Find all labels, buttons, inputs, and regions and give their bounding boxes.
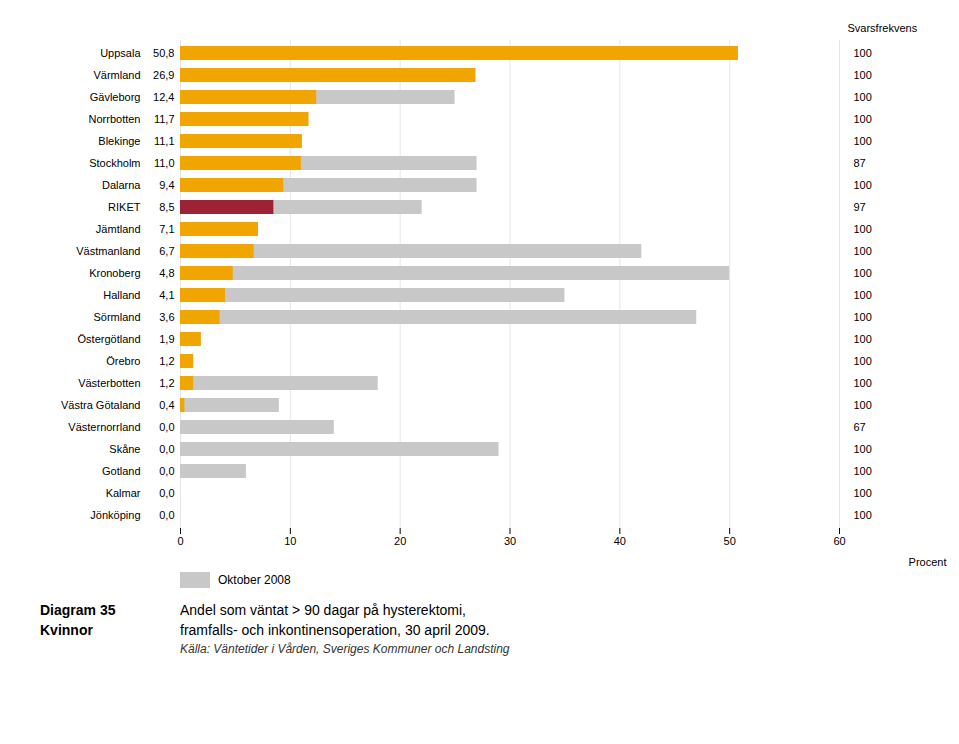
svg-text:11,1: 11,1	[154, 135, 175, 147]
html-text:Andel som väntat > 90 dagar på: Andel som väntat > 90 dagar på hysterekt…	[180, 602, 466, 618]
svg-text:60: 60	[833, 535, 845, 547]
svg-text:100: 100	[854, 443, 872, 455]
svg-text:Västernorrland: Västernorrland	[68, 421, 140, 433]
svg-text:50: 50	[724, 535, 736, 547]
svg-text:50,8: 50,8	[153, 47, 174, 59]
svg-text:67: 67	[854, 421, 866, 433]
svg-text:0,0: 0,0	[159, 465, 174, 477]
svg-text:Jämtland: Jämtland	[96, 223, 141, 235]
svg-text:Stockholm: Stockholm	[89, 157, 140, 169]
svg-text:Västmanland: Västmanland	[76, 245, 140, 257]
svg-text:Örebro: Örebro	[106, 355, 140, 367]
svg-text:0,0: 0,0	[159, 421, 174, 433]
svg-text:Värmland: Värmland	[93, 69, 140, 81]
svg-text:0,0: 0,0	[159, 487, 174, 499]
svg-text:Kalmar: Kalmar	[106, 487, 141, 499]
svg-text:Kronoberg: Kronoberg	[89, 267, 140, 279]
svg-text:100: 100	[854, 311, 872, 323]
svg-text:Blekinge: Blekinge	[98, 135, 140, 147]
svg-text:1,2: 1,2	[159, 377, 174, 389]
svg-text:Sörmland: Sörmland	[93, 311, 140, 323]
svg-text:100: 100	[854, 91, 872, 103]
svg-text:100: 100	[854, 399, 872, 411]
html-text:framfalls- och inkontinensoper: framfalls- och inkontinensoperation, 30 …	[180, 622, 490, 638]
html-text:Diagram 35: Diagram 35	[40, 602, 116, 618]
svg-text:3,6: 3,6	[159, 311, 174, 323]
svg-text:100: 100	[854, 289, 872, 301]
svg-text:Gotland: Gotland	[102, 465, 141, 477]
svg-text:30: 30	[504, 535, 516, 547]
svg-text:100: 100	[854, 509, 872, 521]
svg-text:100: 100	[854, 113, 872, 125]
svg-text:100: 100	[854, 223, 872, 235]
svg-text:100: 100	[854, 69, 872, 81]
svg-text:Skåne: Skåne	[109, 443, 140, 455]
svg-text:87: 87	[854, 157, 866, 169]
svg-text:Halland: Halland	[103, 289, 140, 301]
svg-text:Uppsala: Uppsala	[100, 47, 141, 59]
svg-text:0,0: 0,0	[159, 509, 174, 521]
html-text:Oktober 2008: Oktober 2008	[218, 573, 291, 587]
svg-text:4,1: 4,1	[159, 289, 174, 301]
svg-text:26,9: 26,9	[153, 69, 174, 81]
html-text:Källa: Väntetider i Vården, Sv: Källa: Väntetider i Vården, Sveriges Kom…	[180, 642, 510, 656]
svg-text:100: 100	[854, 47, 872, 59]
svg-text:97: 97	[854, 201, 866, 213]
svg-text:100: 100	[854, 245, 872, 257]
svg-text:Västra Götaland: Västra Götaland	[61, 399, 141, 411]
svg-text:Norrbotten: Norrbotten	[89, 113, 141, 125]
svg-text:0: 0	[177, 535, 183, 547]
svg-text:Östergötland: Östergötland	[78, 333, 141, 345]
svg-text:Dalarna: Dalarna	[102, 179, 141, 191]
svg-text:0,4: 0,4	[159, 399, 174, 411]
svg-text:Gävleborg: Gävleborg	[90, 91, 141, 103]
svg-text:100: 100	[854, 355, 872, 367]
svg-text:100: 100	[854, 487, 872, 499]
svg-text:11,7: 11,7	[154, 113, 175, 125]
svg-text:1,2: 1,2	[159, 355, 174, 367]
svg-text:6,7: 6,7	[159, 245, 174, 257]
svg-text:1,9: 1,9	[159, 333, 174, 345]
svg-text:11,0: 11,0	[154, 157, 175, 169]
svg-text:0,0: 0,0	[159, 443, 174, 455]
svg-text:Svarsfrekvens: Svarsfrekvens	[848, 22, 918, 34]
svg-text:100: 100	[854, 333, 872, 345]
svg-text:100: 100	[854, 377, 872, 389]
svg-text:100: 100	[854, 179, 872, 191]
svg-text:10: 10	[284, 535, 296, 547]
svg-text:9,4: 9,4	[159, 179, 174, 191]
svg-text:40: 40	[614, 535, 626, 547]
svg-text:12,4: 12,4	[153, 91, 174, 103]
svg-text:100: 100	[854, 135, 872, 147]
svg-text:Procent: Procent	[909, 556, 947, 568]
svg-text:RIKET: RIKET	[108, 201, 141, 213]
svg-text:100: 100	[854, 267, 872, 279]
html-text:Kvinnor: Kvinnor	[40, 622, 93, 638]
svg-text:4,8: 4,8	[159, 267, 174, 279]
svg-text:20: 20	[394, 535, 406, 547]
svg-text:8,5: 8,5	[159, 201, 174, 213]
svg-text:Västerbotten: Västerbotten	[78, 377, 140, 389]
svg-text:7,1: 7,1	[159, 223, 174, 235]
svg-text:100: 100	[854, 465, 872, 477]
svg-text:Jönköping: Jönköping	[90, 509, 140, 521]
